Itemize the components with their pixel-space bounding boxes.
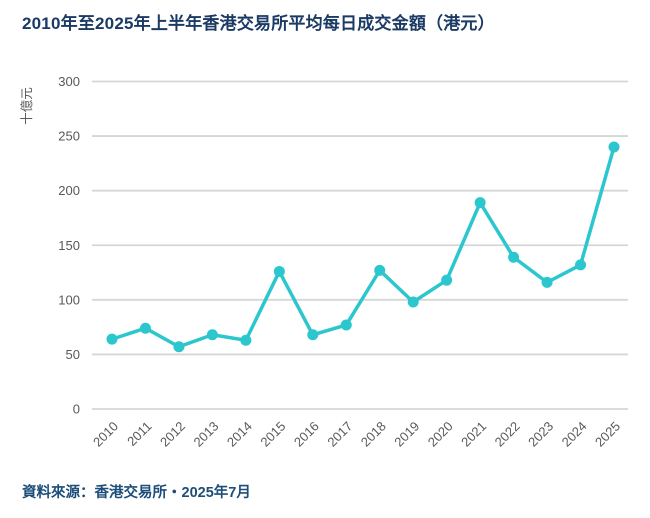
data-point xyxy=(139,322,151,334)
y-tick-label: 300 xyxy=(58,74,80,89)
data-point xyxy=(374,264,386,276)
data-point xyxy=(106,333,118,345)
x-tick-label: 2016 xyxy=(291,419,322,450)
x-tick-label: 2014 xyxy=(224,419,255,450)
x-tick-label: 2019 xyxy=(391,419,422,450)
x-tick-label: 2018 xyxy=(358,419,389,450)
x-tick-label: 2015 xyxy=(257,419,288,450)
data-point xyxy=(474,197,486,209)
y-tick-label: 250 xyxy=(58,129,80,144)
y-tick-label: 0 xyxy=(73,402,80,417)
x-tick-label: 2022 xyxy=(492,419,523,450)
y-tick-label: 150 xyxy=(58,238,80,253)
x-tick-label: 2012 xyxy=(157,419,188,450)
x-tick-label: 2011 xyxy=(124,419,154,449)
x-tick-label: 2017 xyxy=(324,419,355,450)
source-note: 資料來源：香港交易所・2025年7月 xyxy=(22,485,251,501)
y-tick-label: 50 xyxy=(66,347,80,362)
data-point xyxy=(340,319,352,331)
data-point xyxy=(273,265,285,277)
data-point xyxy=(173,341,185,353)
data-point xyxy=(608,141,620,153)
x-tick-label: 2023 xyxy=(525,419,556,450)
data-point xyxy=(508,251,520,263)
chart-title: 2010年至2025年上半年香港交易所平均每日成交金額（港元） xyxy=(22,14,495,33)
y-axis-label: 十億元 xyxy=(20,87,34,125)
data-point xyxy=(575,259,587,271)
data-point xyxy=(240,334,252,346)
data-point xyxy=(307,329,319,341)
x-tick-label: 2020 xyxy=(425,419,456,450)
data-point xyxy=(206,329,218,341)
x-tick-label: 2025 xyxy=(592,419,623,450)
x-tick-label: 2010 xyxy=(90,419,121,450)
x-tick-label: 2021 xyxy=(458,419,489,450)
data-point xyxy=(441,274,453,286)
data-point xyxy=(407,296,419,308)
data-point xyxy=(541,276,553,288)
data-line xyxy=(110,145,616,349)
y-tick-label: 200 xyxy=(58,183,80,198)
x-tick-label: 2013 xyxy=(190,419,221,450)
y-tick-label: 100 xyxy=(58,292,80,307)
x-tick-label: 2024 xyxy=(559,419,590,450)
